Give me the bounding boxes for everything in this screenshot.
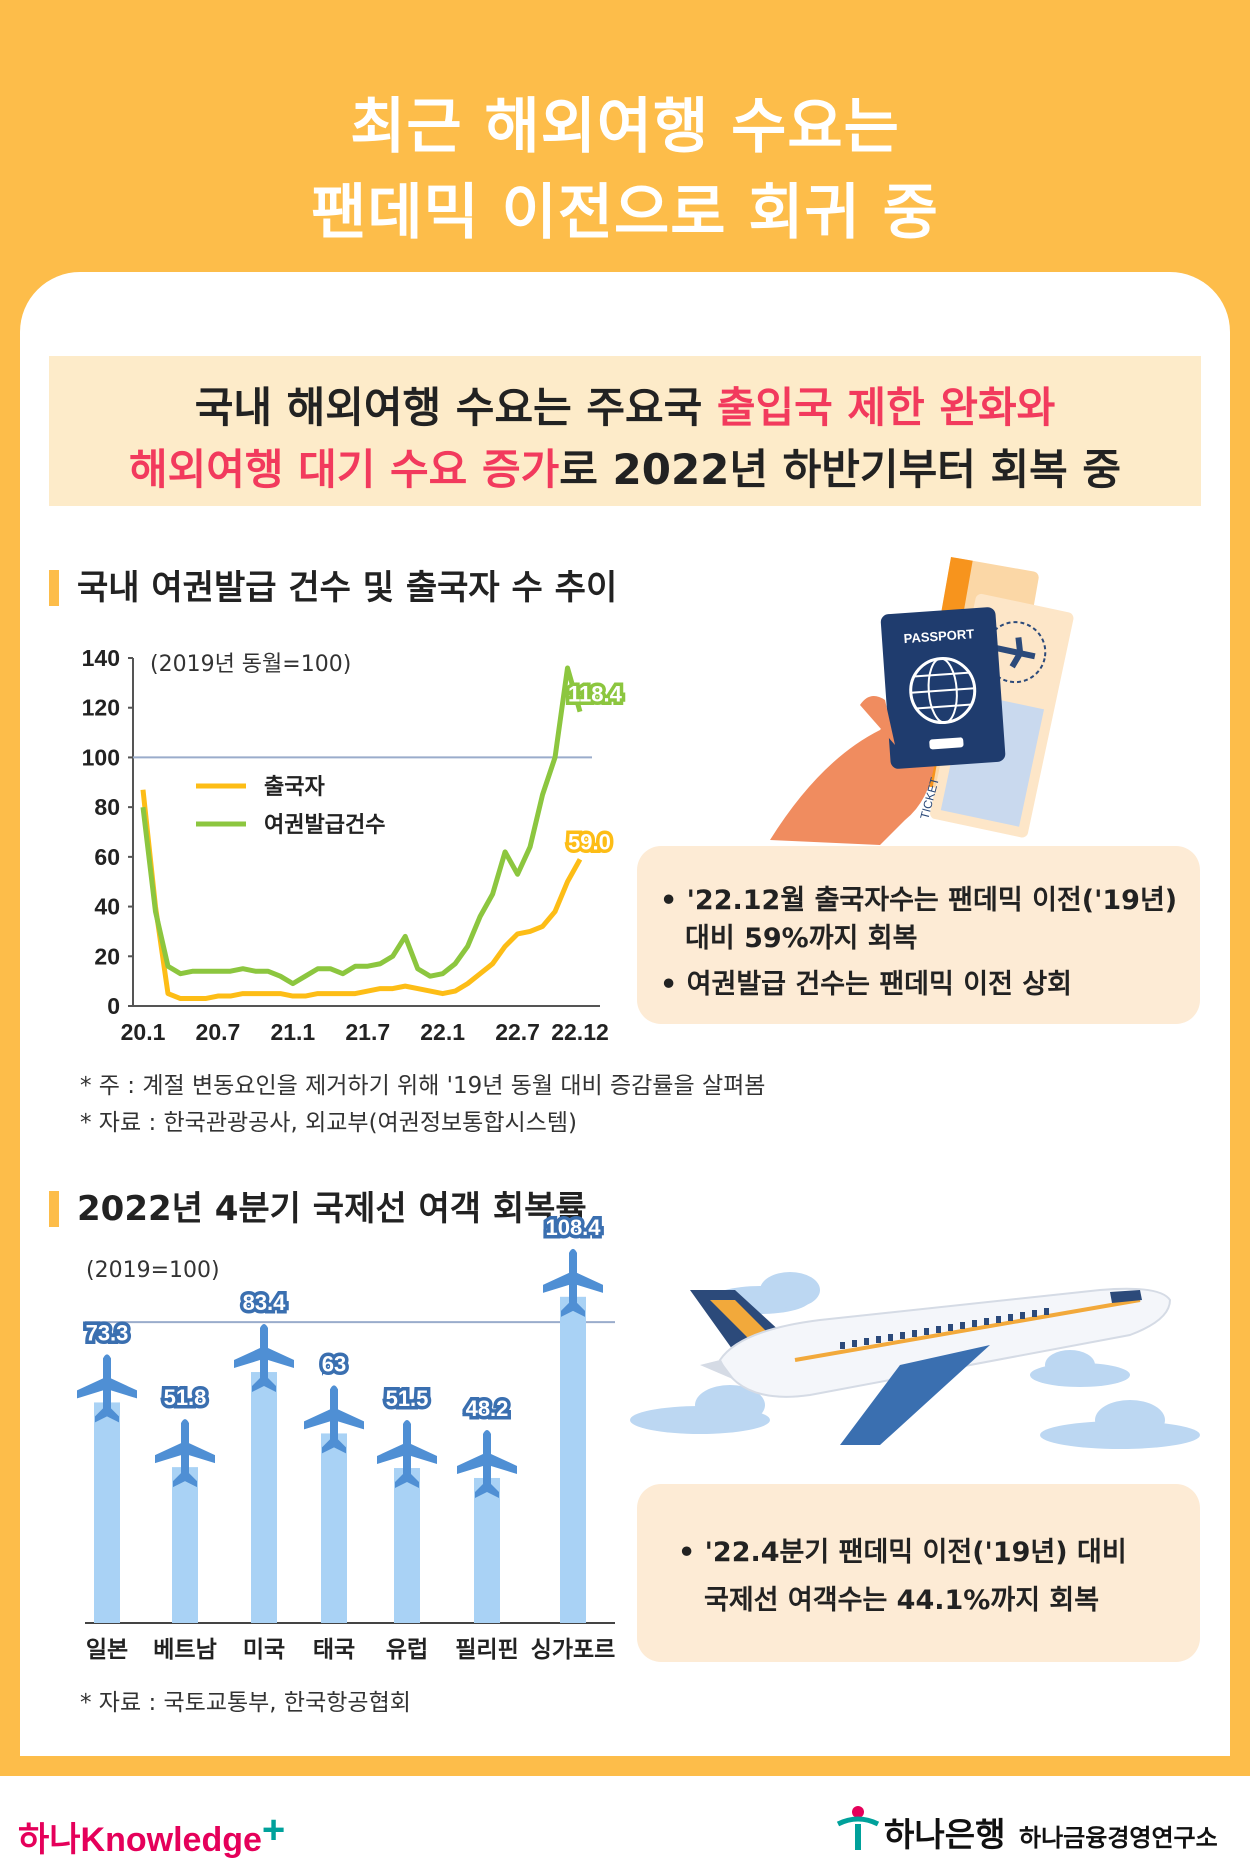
headline-highlight-2: 해외여행 대기 수요 증가 <box>128 445 560 494</box>
chart2-note: * 자료 : 국토교통부, 한국항공협회 <box>80 1690 411 1716</box>
section2-title: 2022년 4분기 국제선 여객 회복률 <box>49 1189 587 1229</box>
institute-name: 하나금융경영연구소 <box>1019 1824 1218 1852</box>
summary1-line-1: • '22.12월 출국자수는 팬데믹 이전('19년) <box>660 885 1178 916</box>
bank-name: 하나은행 <box>884 1815 1006 1854</box>
summary-box-1 <box>637 846 1200 1024</box>
section1-title: 국내 여권발급 건수 및 출국자 수 추이 <box>49 568 617 608</box>
hana-knowledge-logo: 하나Knowledge+ <box>18 1808 285 1861</box>
headline-highlight-1: 출입국 제한 완화와 <box>716 383 1056 432</box>
hana-symbol-icon <box>836 1806 880 1850</box>
headline-text-1a: 국내 해외여행 수요는 주요국 <box>194 383 717 432</box>
summary2-line-1: • '22.4분기 팬데믹 이전('19년) 대비 <box>678 1537 1127 1568</box>
headline-box: 국내 해외여행 수요는 주요국 출입국 제한 완화와 해외여행 대기 수요 증가… <box>49 356 1201 506</box>
chart1-unit: (2019년 동월=100) <box>150 652 352 677</box>
chart1-note-1: * 주 : 계절 변동요인을 제거하기 위해 '19년 동월 대비 증감률을 살… <box>80 1073 766 1099</box>
chart2-unit: (2019=100) <box>86 1258 220 1283</box>
summary-box-2 <box>637 1484 1200 1662</box>
summary1-line-2: 대비 59%까지 회복 <box>685 923 918 954</box>
logo-plus: + <box>261 1808 286 1852</box>
chart1-note-2: * 자료 : 한국관광공사, 외교부(여권정보통합시스템) <box>80 1110 577 1136</box>
summary1-line-3: • 여권발급 건수는 팬데믹 이전 상회 <box>660 969 1073 1000</box>
headline-line-1: 국내 해외여행 수요는 주요국 출입국 제한 완화와 <box>49 374 1201 435</box>
title-line-1: 최근 해외여행 수요는 <box>350 92 900 162</box>
summary2-line-2: 국제선 여객수는 44.1%까지 회복 <box>704 1585 1100 1616</box>
title-band: 최근 해외여행 수요는 팬데믹 이전으로 회귀 중 <box>0 0 1250 318</box>
logo-text: 하나Knowledge <box>18 1821 262 1859</box>
headline-line-2: 해외여행 대기 수요 증가로 2022년 하반기부터 회복 중 <box>49 436 1201 497</box>
headline-text-2b: 로 2022년 하반기부터 회복 중 <box>559 445 1122 494</box>
title-line-2: 팬데믹 이전으로 회귀 중 <box>311 178 939 248</box>
